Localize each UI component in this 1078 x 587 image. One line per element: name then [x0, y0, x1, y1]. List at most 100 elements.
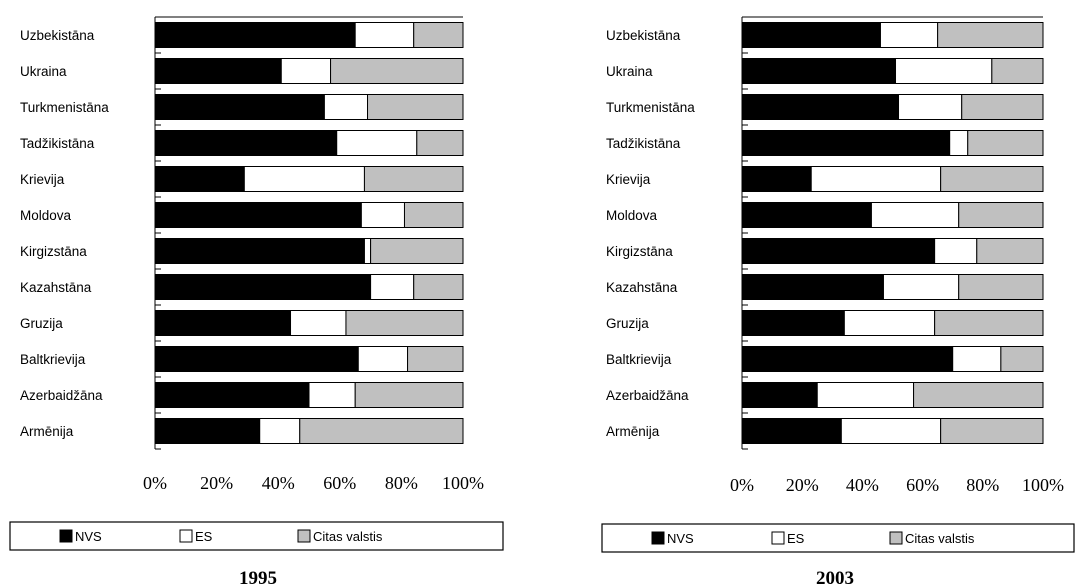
legend-label: ES — [195, 529, 213, 544]
x-tick-label: 20% — [786, 475, 819, 495]
bar-segment-es — [280, 58, 332, 84]
bar-segment-citas-valstis — [940, 166, 1044, 192]
category-label: Baltkrievija — [606, 352, 672, 367]
bar-segment-es — [870, 202, 960, 228]
legend-swatch-citas-valstis — [889, 531, 903, 545]
bar-segment-es — [363, 238, 372, 264]
bar-segment-citas-valstis — [363, 166, 464, 192]
bar-segment-es — [810, 166, 942, 192]
category-label: Tadžikistāna — [20, 136, 95, 151]
legend-label: Citas valstis — [905, 531, 975, 546]
bar-segment-citas-valstis — [299, 418, 464, 444]
bar-segment-nvs — [741, 22, 881, 48]
chart-panel-1995: Uzbekistāna Ukraina Turkmenistāna Tadžikist… — [9, 16, 504, 587]
chart-title: 2003 — [816, 568, 854, 587]
category-label: Krievija — [606, 172, 651, 187]
bar-segment-nvs — [154, 166, 245, 192]
bar-segment-citas-valstis — [367, 94, 464, 120]
bar-segment-es — [934, 238, 978, 264]
bar-segment-citas-valstis — [991, 58, 1044, 84]
bar-segment-nvs — [154, 274, 372, 300]
bar-segment-nvs — [154, 202, 362, 228]
bar-segment-nvs — [741, 346, 954, 372]
bar-segment-citas-valstis — [370, 238, 464, 264]
category-label: Kazahstāna — [606, 280, 678, 295]
legend-label: NVS — [75, 529, 102, 544]
category-label: Uzbekistāna — [606, 28, 681, 43]
category-label: Turkmenistāna — [606, 100, 695, 115]
bar-segment-citas-valstis — [354, 382, 464, 408]
x-tick-label: 40% — [846, 475, 879, 495]
legend-swatch-nvs — [651, 531, 665, 545]
category-label: Uzbekistāna — [20, 28, 95, 43]
bar-segment-es — [354, 22, 415, 48]
bar-segment-nvs — [154, 22, 356, 48]
category-label: Tadžikistāna — [606, 136, 681, 151]
bar-segment-nvs — [154, 58, 282, 84]
chart-title: 1995 — [239, 568, 277, 587]
bar-segment-es — [843, 310, 936, 336]
legend-swatch-nvs — [59, 529, 73, 543]
bar-segment-nvs — [154, 130, 338, 156]
category-label: Armēnija — [20, 424, 74, 439]
bar-segment-nvs — [741, 382, 818, 408]
category-label: Gruzija — [606, 316, 649, 331]
bar-segment-es — [290, 310, 347, 336]
bar-segment-es — [952, 346, 1002, 372]
bar-segment-nvs — [741, 166, 812, 192]
bar-segment-nvs — [154, 418, 261, 444]
bar-segment-citas-valstis — [413, 22, 464, 48]
bar-segment-citas-valstis — [940, 418, 1044, 444]
x-tick-label: 60% — [906, 475, 939, 495]
bar-segment-nvs — [741, 58, 897, 84]
bar-segment-nvs — [154, 310, 292, 336]
bar-segment-citas-valstis — [976, 238, 1044, 264]
bar-segment-citas-valstis — [934, 310, 1044, 336]
category-label: Kazahstāna — [20, 280, 92, 295]
bar-segment-nvs — [741, 238, 936, 264]
legend-label: NVS — [667, 531, 694, 546]
bar-segment-es — [949, 130, 969, 156]
legend: NVS ES Citas valstis — [601, 523, 1075, 553]
bar-segment-nvs — [741, 274, 884, 300]
x-tick-label: 0% — [143, 473, 167, 493]
bar-segment-nvs — [154, 382, 310, 408]
x-tick-label: 40% — [262, 473, 295, 493]
legend-frame — [601, 523, 1075, 553]
category-label: Baltkrievija — [20, 352, 86, 367]
bar-segment-nvs — [741, 310, 845, 336]
x-tick-label: 20% — [200, 473, 233, 493]
legend-swatch-es — [771, 531, 785, 545]
bar-segment-citas-valstis — [330, 58, 464, 84]
category-label: Kirgizstāna — [20, 244, 87, 259]
bar-segment-es — [308, 382, 356, 408]
bar-segment-nvs — [154, 94, 325, 120]
category-label: Turkmenistāna — [20, 100, 109, 115]
bar-segment-citas-valstis — [967, 130, 1044, 156]
bar-segment-es — [816, 382, 915, 408]
bar-segment-nvs — [741, 202, 872, 228]
bar-segment-nvs — [154, 346, 359, 372]
legend-swatch-citas-valstis — [297, 529, 311, 543]
legend: NVS ES Citas valstis — [9, 521, 504, 551]
bar-segment-nvs — [154, 238, 365, 264]
bar-segment-citas-valstis — [345, 310, 464, 336]
x-tick-label: 60% — [323, 473, 356, 493]
category-label: Krievija — [20, 172, 65, 187]
bar-segment-citas-valstis — [958, 202, 1044, 228]
bar-segment-citas-valstis — [961, 94, 1044, 120]
bar-segment-es — [336, 130, 418, 156]
legend-label: Citas valstis — [313, 529, 383, 544]
bar-segment-nvs — [741, 94, 900, 120]
bar-segment-citas-valstis — [403, 202, 464, 228]
bar-segment-es — [259, 418, 301, 444]
bar-segment-citas-valstis — [958, 274, 1044, 300]
bar-segment-citas-valstis — [937, 22, 1044, 48]
bar-segment-es — [243, 166, 365, 192]
bar-segment-es — [898, 94, 963, 120]
category-label: Moldova — [606, 208, 658, 223]
bar-segment-citas-valstis — [913, 382, 1044, 408]
x-tick-label: 80% — [966, 475, 999, 495]
bar-segment-nvs — [741, 130, 951, 156]
bar-segment-es — [323, 94, 369, 120]
